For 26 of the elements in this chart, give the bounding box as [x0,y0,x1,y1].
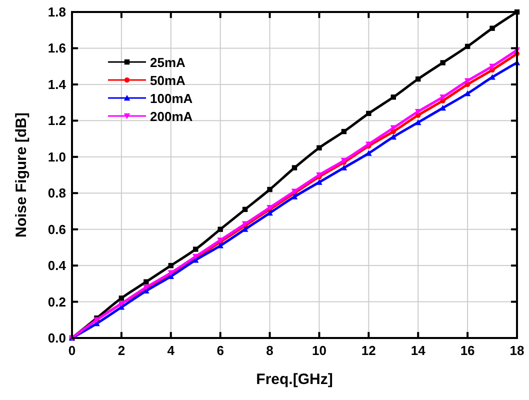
y-tick-label: 1.6 [48,40,66,56]
y-axis-title: Noise Figure [dB] [13,112,30,238]
legend-label: 100mA [150,91,194,106]
y-tick-label: 0.6 [48,222,66,237]
y-tick-label: 0.8 [48,186,66,201]
x-tick-label: 0 [68,343,76,358]
x-tick-label: 18 [510,343,524,358]
y-tick-label: 1.0 [48,149,66,164]
y-tick-label: 0.4 [48,258,67,274]
y-tick-label: 0.2 [48,294,66,310]
y-tick-label: 1.2 [48,113,66,128]
x-tick-label: 4 [167,343,176,358]
x-tick-label: 6 [216,343,224,358]
x-tick-label: 2 [118,343,126,358]
x-tick-label: 10 [312,343,326,358]
y-tick-label: 1.4 [48,76,67,92]
legend-label: 25mA [150,55,186,70]
legend-label: 200mA [150,109,194,124]
x-axis-title: Freq.[GHz] [256,371,333,388]
y-tick-label: 1.8 [48,4,66,20]
y-tick-label: 0.0 [48,330,66,346]
x-tick-label: 16 [460,343,475,358]
x-tick-label: 8 [266,343,274,358]
x-tick-label: 14 [410,343,426,358]
legend-label: 50mA [150,73,186,88]
x-tick-label: 12 [361,343,376,358]
